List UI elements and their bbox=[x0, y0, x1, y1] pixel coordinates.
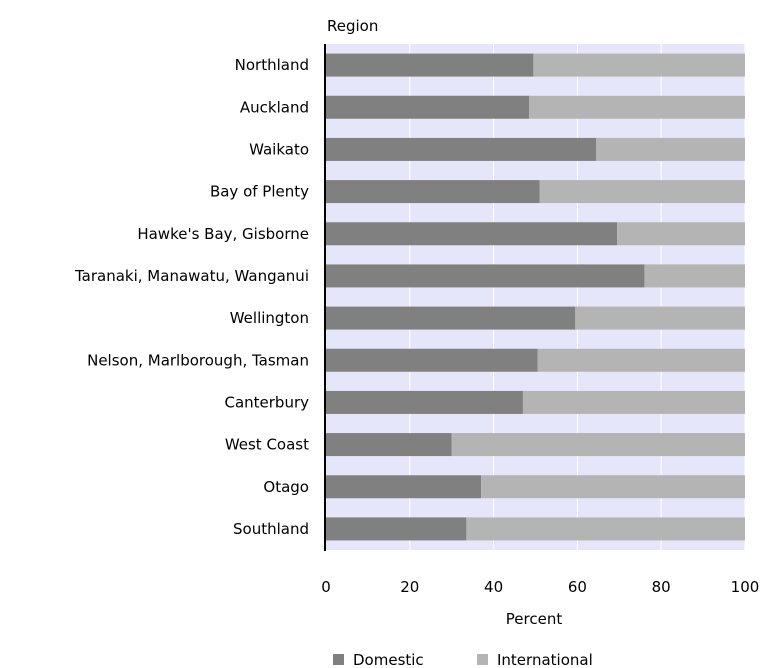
legend-label-domestic: Domestic bbox=[353, 651, 424, 668]
plot-area bbox=[326, 44, 745, 550]
category-label: Auckland bbox=[240, 98, 309, 116]
category-label: Northland bbox=[235, 56, 309, 74]
category-label: Hawke's Bay, Gisborne bbox=[137, 225, 309, 243]
bar-domestic-6 bbox=[326, 306, 576, 330]
bar-international-10 bbox=[481, 475, 745, 499]
legend: Domestic International bbox=[333, 651, 593, 668]
x-axis-label: Percent bbox=[506, 610, 563, 628]
bar-international-4 bbox=[617, 222, 745, 246]
category-label: Otago bbox=[263, 478, 309, 496]
bar-international-7 bbox=[537, 348, 745, 372]
category-label: West Coast bbox=[225, 436, 309, 454]
category-label: Wellington bbox=[230, 309, 309, 327]
gridlines bbox=[409, 44, 746, 550]
category-label: Canterbury bbox=[224, 393, 309, 411]
bar-domestic-10 bbox=[326, 475, 482, 499]
bar-domestic-11 bbox=[326, 517, 467, 541]
category-label: Nelson, Marlborough, Tasman bbox=[87, 351, 309, 369]
category-label: Southland bbox=[233, 520, 309, 538]
bar-international-0 bbox=[533, 53, 745, 77]
x-tick-label: 100 bbox=[731, 578, 760, 596]
bar-international-5 bbox=[644, 264, 745, 288]
bar-domestic-7 bbox=[326, 348, 538, 372]
bar-domestic-0 bbox=[326, 53, 534, 77]
legend-label-international: International bbox=[497, 651, 593, 668]
bar-international-3 bbox=[539, 180, 745, 204]
bars bbox=[326, 53, 745, 541]
bar-domestic-5 bbox=[326, 264, 645, 288]
legend-swatch-international bbox=[477, 654, 488, 665]
category-label: Waikato bbox=[249, 140, 309, 158]
bar-international-8 bbox=[522, 390, 745, 414]
bar-international-9 bbox=[451, 433, 745, 457]
bar-domestic-8 bbox=[326, 390, 523, 414]
legend-swatch-domestic bbox=[333, 654, 344, 665]
bar-international-6 bbox=[575, 306, 745, 330]
bar-domestic-4 bbox=[326, 222, 618, 246]
x-tick-label: 20 bbox=[400, 578, 419, 596]
bar-domestic-2 bbox=[326, 137, 597, 161]
x-tick-label: 0 bbox=[321, 578, 331, 596]
category-label: Bay of Plenty bbox=[210, 183, 309, 201]
bar-international-2 bbox=[596, 137, 745, 161]
category-labels: Northland Auckland Waikato Bay of Plenty Haw… bbox=[74, 56, 309, 538]
x-tick-label: 60 bbox=[568, 578, 587, 596]
bar-international-1 bbox=[529, 95, 745, 119]
bar-domestic-3 bbox=[326, 180, 540, 204]
x-tick-labels: 0 20 40 60 80 100 bbox=[321, 578, 759, 596]
x-tick-label: 40 bbox=[484, 578, 503, 596]
category-axis-label: Region bbox=[327, 17, 378, 35]
bar-international-11 bbox=[466, 517, 745, 541]
x-tick-label: 80 bbox=[652, 578, 671, 596]
bar-domestic-1 bbox=[326, 95, 530, 119]
bar-domestic-9 bbox=[326, 433, 452, 457]
category-label: Taranaki, Manawatu, Wanganui bbox=[74, 267, 309, 285]
